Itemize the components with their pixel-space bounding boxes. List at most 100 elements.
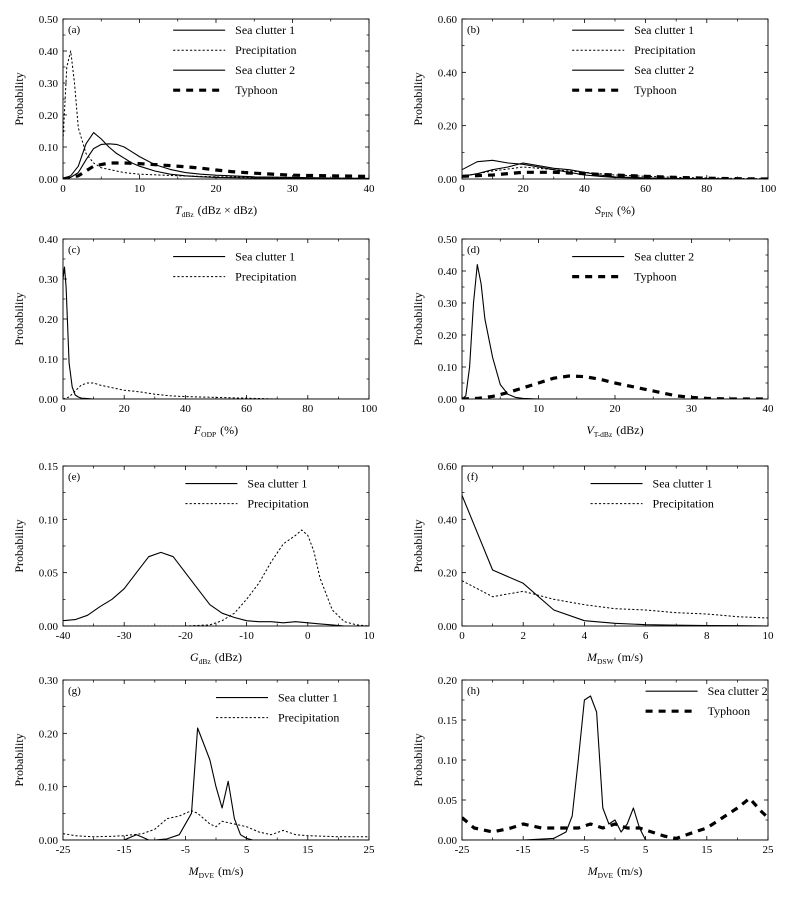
y-tick-label: 0.00	[438, 835, 458, 847]
chart-panel-5: -40 -30 -20 -10 0 10 0.00 0.05 0.10 0.15 Probabili…	[12, 461, 375, 666]
x-tick-label: 0	[459, 630, 465, 642]
x-tick-label: -5	[181, 844, 191, 856]
y-tick-label: 0.50	[39, 14, 59, 26]
panel-label: (f)	[467, 471, 478, 483]
series-line-sea-clutter-2	[63, 132, 369, 179]
x-tick-label: 2	[520, 630, 526, 642]
x-tick-label: 30	[287, 183, 299, 195]
y-tick-label: 0.00	[39, 394, 59, 406]
panel-label: (d)	[467, 244, 480, 256]
x-tick-label: 20	[211, 183, 223, 195]
x-tick-label: 40	[763, 403, 775, 415]
x-tick-label: -30	[117, 630, 132, 642]
legend-label: Precipitation	[235, 270, 296, 284]
x-tick-label: 10	[533, 403, 545, 415]
x-tick-label: 60	[241, 403, 253, 415]
x-axis-subscript: DSW	[597, 657, 615, 666]
x-axis-label: FODP (%)	[193, 423, 238, 439]
x-tick-label: 10	[763, 630, 775, 642]
series-line-typhoon	[462, 796, 768, 840]
legend-label: Typhoon	[708, 704, 751, 718]
y-tick-label: 0.15	[438, 715, 458, 727]
x-tick-label: 20	[518, 183, 530, 195]
x-tick-label: -20	[178, 630, 193, 642]
x-tick-label: -10	[239, 630, 254, 642]
x-tick-label: 10	[364, 630, 376, 642]
plot-frame	[461, 238, 769, 400]
x-tick-label: 8	[704, 630, 710, 642]
y-tick-label: 0.20	[39, 110, 59, 122]
x-axis-variable: G	[190, 650, 199, 664]
x-axis-unit: (m/s)	[617, 864, 642, 878]
legend-label: Sea clutter 1	[235, 250, 295, 264]
x-tick-label: 40	[364, 183, 376, 195]
legend-label: Precipitation	[278, 711, 339, 725]
chart-panel-7: -25 -15 -5 5 15 25 0.00 0.10 0.20 0.30 Probability…	[12, 675, 375, 880]
y-tick-label: 0.10	[39, 354, 59, 366]
x-tick-label: -5	[580, 844, 590, 856]
legend-label: Precipitation	[247, 497, 308, 511]
x-axis-unit: (m/s)	[618, 650, 643, 664]
legend-label: Precipitation	[235, 43, 296, 57]
y-tick-label: 0.00	[39, 174, 59, 186]
legend-label: Sea clutter 2	[634, 250, 694, 264]
y-tick-label: 0.40	[438, 266, 458, 278]
y-tick-label: 0.40	[438, 67, 458, 79]
y-axis-label: Probability	[12, 72, 26, 125]
legend-label: Typhoon	[634, 83, 677, 97]
plot-frame	[62, 465, 370, 627]
x-axis-subscript: dBz	[182, 210, 195, 219]
legend-label: Sea clutter 2	[708, 684, 768, 698]
legend-label: Typhoon	[235, 83, 278, 97]
x-tick-label: 15	[701, 844, 713, 856]
series-line-sea-clutter-2	[462, 264, 768, 399]
series-line-sea-clutter-1	[63, 266, 369, 399]
series-line-sea-clutter-1	[462, 159, 768, 179]
y-tick-label: 0.10	[39, 142, 59, 154]
y-tick-label: 0.15	[39, 461, 59, 473]
x-tick-label: -25	[455, 844, 470, 856]
legend-label: Typhoon	[634, 270, 677, 284]
y-tick-label: 0.60	[438, 14, 458, 26]
y-tick-label: 0.20	[438, 121, 458, 133]
chart-panel-4: 0 10 20 30 40 0.00 0.10 0.20 0.30 0.40 0.50 Probabi…	[411, 234, 774, 439]
x-tick-label: 10	[134, 183, 146, 195]
x-tick-label: 20	[119, 403, 131, 415]
chart-panel-1: 0 10 20 30 40 0.00 0.10 0.20 0.30 0.40 0.50 Probabi…	[12, 14, 375, 219]
x-tick-label: 6	[643, 630, 649, 642]
y-tick-label: 0.00	[39, 835, 59, 847]
x-axis-unit: (%)	[220, 423, 238, 437]
chart-panel-6: 0 2 4 6 8 10 0.00 0.20 0.40 0.60 Probability MDSW (m…	[411, 461, 774, 666]
x-axis-unit: (m/s)	[218, 864, 243, 878]
y-tick-label: 0.20	[39, 728, 59, 740]
series-line-precipitation	[63, 529, 369, 626]
panel-label: (e)	[68, 471, 81, 483]
y-axis-label: Probability	[411, 733, 425, 786]
y-tick-label: 0.10	[39, 514, 59, 526]
x-tick-label: 60	[640, 183, 652, 195]
x-tick-label: 5	[643, 844, 649, 856]
y-tick-label: 0.40	[438, 514, 458, 526]
x-tick-label: 40	[180, 403, 192, 415]
series-line-sea-clutter-2	[462, 695, 768, 840]
x-tick-label: 0	[60, 403, 66, 415]
y-axis-label: Probability	[411, 519, 425, 572]
x-tick-label: 80	[701, 183, 713, 195]
x-axis-unit: (%)	[617, 203, 635, 217]
x-tick-label: 5	[244, 844, 250, 856]
x-tick-label: -15	[117, 844, 132, 856]
chart-panel-2: 0 20 40 60 80 100 0.00 0.20 0.40 0.60 Probability S…	[411, 14, 777, 219]
series-line-precipitation	[462, 580, 768, 619]
plot-frame	[461, 18, 769, 180]
y-tick-label: 0.05	[438, 795, 458, 807]
x-axis-variable: M	[586, 650, 598, 664]
x-tick-label: -40	[56, 630, 71, 642]
y-tick-label: 0.30	[39, 78, 59, 90]
x-tick-label: 0	[60, 183, 66, 195]
y-tick-label: 0.40	[39, 234, 59, 246]
x-axis-label: MDVE (m/s)	[587, 864, 643, 880]
plot-frame	[62, 238, 370, 400]
y-tick-label: 0.30	[438, 298, 458, 310]
x-tick-label: 25	[364, 844, 376, 856]
x-tick-label: 100	[361, 403, 378, 415]
